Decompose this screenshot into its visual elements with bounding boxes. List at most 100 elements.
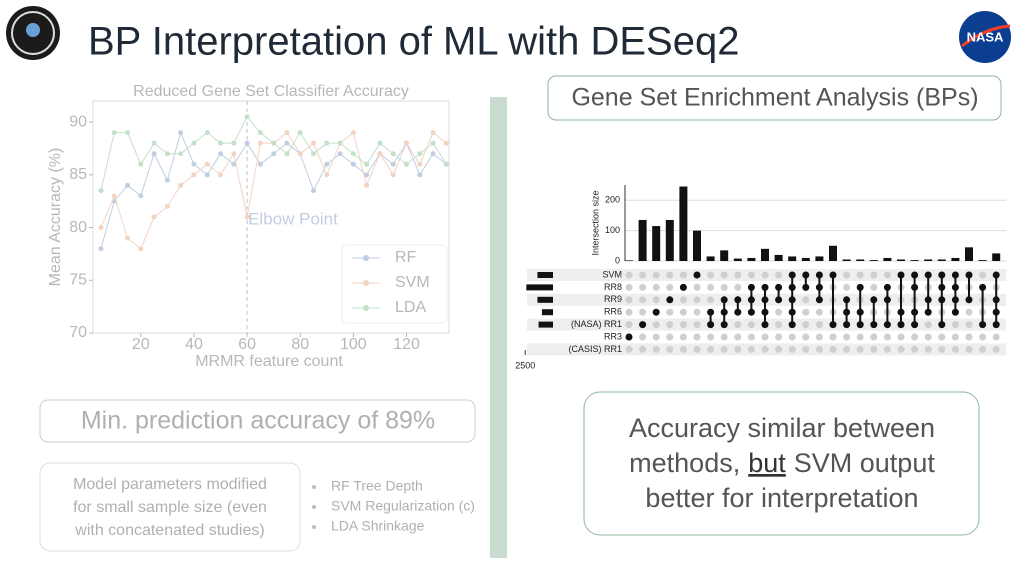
y-tick-label: 100 <box>605 225 620 235</box>
empty-dot <box>625 283 633 291</box>
empty-dot <box>788 333 796 341</box>
empty-dot <box>951 333 959 341</box>
plot-frame <box>92 100 450 334</box>
empty-dot <box>625 271 633 279</box>
data-point <box>297 130 303 136</box>
data-point <box>390 161 396 167</box>
data-point <box>244 140 250 146</box>
member-dot <box>720 321 728 329</box>
empty-dot <box>992 333 1000 341</box>
empty-dot <box>747 333 755 341</box>
data-point <box>377 140 383 146</box>
member-dot <box>938 283 946 291</box>
empty-dot <box>938 345 946 353</box>
summary-box <box>583 391 980 536</box>
data-point <box>111 193 117 199</box>
data-point <box>311 140 317 146</box>
empty-dot <box>679 345 687 353</box>
bar <box>992 253 1001 261</box>
empty-dot <box>666 345 674 353</box>
bar <box>801 257 810 261</box>
bar <box>978 260 987 261</box>
chart-title: Reduced Gene Set Classifier Accuracy <box>133 83 409 100</box>
member-dot <box>734 296 742 304</box>
empty-dot <box>666 283 674 291</box>
empty-dot <box>693 283 701 291</box>
member-dot <box>911 283 919 291</box>
data-point <box>403 140 409 146</box>
member-dot <box>911 321 919 329</box>
data-point <box>164 151 170 157</box>
bar <box>856 259 865 261</box>
y-tick-label: 70 <box>69 324 87 341</box>
data-point <box>111 130 117 136</box>
member-dot <box>938 296 946 304</box>
member-dot <box>883 296 891 304</box>
data-point <box>377 151 383 157</box>
member-dot <box>951 283 959 291</box>
data-point <box>231 140 237 146</box>
member-dot <box>911 271 919 279</box>
empty-dot <box>652 296 660 304</box>
member-dot <box>924 296 932 304</box>
bullet-dot <box>312 505 316 509</box>
empty-dot <box>679 308 687 316</box>
empty-dot <box>979 271 987 279</box>
data-point <box>311 151 317 157</box>
x-tick-label: 20 <box>132 336 150 353</box>
empty-dot <box>639 296 647 304</box>
bar <box>665 219 674 261</box>
logo-ring <box>11 11 55 55</box>
bar <box>897 259 905 261</box>
empty-dot <box>775 333 783 341</box>
member-dot <box>747 296 755 304</box>
empty-dot <box>856 333 864 341</box>
model-line: Model parameters modified <box>73 476 267 493</box>
empty-dot <box>693 333 701 341</box>
member-dot <box>883 321 891 329</box>
data-point <box>403 140 409 146</box>
empty-dot <box>802 308 810 316</box>
data-point <box>417 172 423 178</box>
empty-dot <box>707 283 715 291</box>
empty-dot <box>652 271 660 279</box>
bar <box>815 256 824 261</box>
data-point <box>324 140 330 146</box>
nasa-text: NASA <box>967 29 1004 44</box>
data-point <box>390 151 396 157</box>
data-point <box>204 161 210 167</box>
bullet-dot <box>312 485 316 489</box>
empty-dot <box>802 296 810 304</box>
member-dot <box>761 296 769 304</box>
data-point <box>178 130 184 136</box>
member-dot <box>775 296 783 304</box>
empty-dot <box>979 345 987 353</box>
member-dot <box>992 308 1000 316</box>
data-point <box>403 161 409 167</box>
empty-dot <box>693 345 701 353</box>
empty-dot <box>951 321 959 329</box>
member-dot <box>829 271 837 279</box>
empty-dot <box>843 283 851 291</box>
data-point <box>430 130 436 136</box>
logo-planet <box>26 23 40 37</box>
empty-dot <box>652 283 660 291</box>
empty-dot <box>843 333 851 341</box>
member-dot <box>693 271 701 279</box>
slide-title: BP Interpretation of ML with DESeq2 <box>88 20 739 64</box>
empty-dot <box>802 321 810 329</box>
empty-dot <box>911 333 919 341</box>
data-point <box>271 140 277 146</box>
empty-dot <box>720 345 728 353</box>
empty-dot <box>707 333 715 341</box>
member-dot <box>938 271 946 279</box>
data-point <box>271 140 277 146</box>
member-dot <box>883 283 891 291</box>
data-point <box>151 214 157 220</box>
data-point <box>430 140 436 146</box>
bullet-list: RF Tree Depth SVM Regularization (c) LDA S… <box>312 478 475 534</box>
gsea-box <box>547 75 1002 121</box>
bar <box>829 245 837 261</box>
bar <box>910 260 919 261</box>
